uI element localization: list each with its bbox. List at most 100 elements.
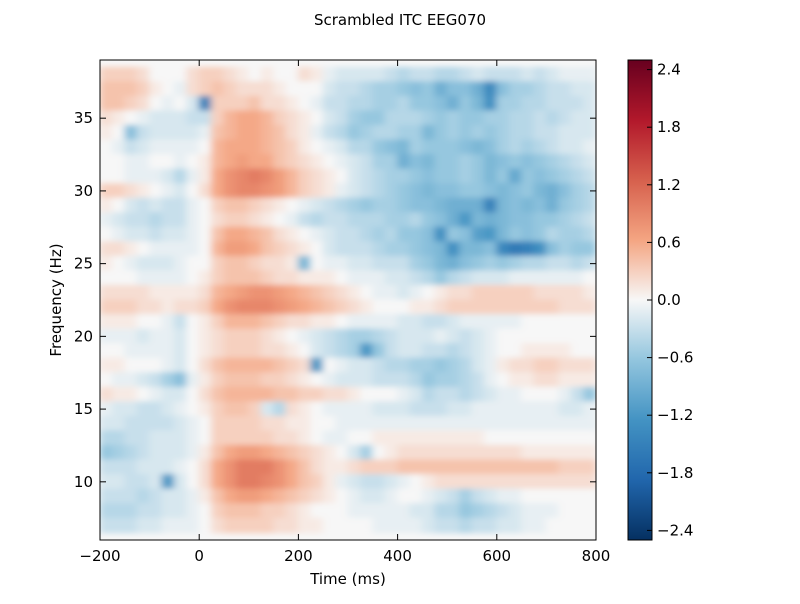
heatmap-cell	[384, 430, 399, 446]
heatmap-cell	[198, 328, 213, 345]
heatmap-cell	[335, 343, 349, 359]
heatmap-cell	[459, 488, 473, 505]
heatmap-cell	[285, 241, 299, 257]
heatmap-cell	[124, 401, 138, 417]
heatmap-cell	[273, 241, 287, 257]
heatmap-cell	[583, 372, 596, 388]
heatmap-cell	[359, 255, 374, 272]
heatmap-cell	[496, 503, 510, 519]
heatmap-cell	[149, 357, 163, 374]
heatmap-cell	[186, 212, 200, 228]
heatmap-cell	[273, 299, 287, 316]
heatmap-cell	[359, 444, 374, 461]
heatmap-cell	[372, 415, 386, 432]
heatmap-cell	[310, 241, 324, 257]
heatmap-cell	[446, 401, 461, 417]
heatmap-cell	[409, 154, 423, 170]
heatmap-cell	[198, 415, 213, 432]
heatmap-cell	[533, 430, 547, 446]
heatmap-cell	[446, 430, 461, 446]
heatmap-cell	[459, 343, 473, 359]
heatmap-cell	[533, 241, 547, 257]
colorbar-tick-label: −1.2	[657, 406, 693, 424]
heatmap-cell	[434, 270, 448, 286]
heatmap-cell	[421, 241, 436, 257]
heatmap-cell	[372, 197, 386, 214]
heatmap-cell	[149, 66, 163, 83]
heatmap-cell	[347, 197, 361, 214]
heatmap-cell	[359, 386, 374, 403]
heatmap-cell	[521, 299, 535, 316]
heatmap-cell	[409, 139, 423, 156]
heatmap-cell	[533, 154, 547, 170]
heatmap-cell	[421, 386, 436, 403]
heatmap-cell	[434, 372, 448, 388]
heatmap-cell	[186, 444, 200, 461]
heatmap-cell	[223, 255, 237, 272]
heatmap-cell	[273, 314, 287, 330]
heatmap-cell	[260, 343, 275, 359]
heatmap-cell	[161, 474, 175, 490]
heatmap-cell	[173, 488, 188, 505]
heatmap-cell	[248, 401, 262, 417]
heatmap-cell	[273, 197, 287, 214]
heatmap-cell	[136, 430, 151, 446]
heatmap-cell	[310, 401, 324, 417]
heatmap-cell	[359, 401, 374, 417]
heatmap-cell	[335, 124, 349, 141]
heatmap-cell	[558, 154, 572, 170]
heatmap-cell	[235, 241, 250, 257]
heatmap-cell	[297, 386, 312, 403]
heatmap-cell	[198, 139, 213, 156]
heatmap-cell	[459, 66, 473, 83]
heatmap-cell	[421, 226, 436, 243]
heatmap-cell	[545, 124, 560, 141]
heatmap-cell	[211, 95, 225, 112]
heatmap-cell	[223, 226, 237, 243]
heatmap-cell	[347, 386, 361, 403]
heatmap-cell	[483, 183, 498, 199]
heatmap-cell	[297, 95, 312, 112]
heatmap-cell	[545, 197, 560, 214]
heatmap-cell	[558, 110, 572, 126]
heatmap-cell	[186, 139, 200, 156]
heatmap-cell	[198, 270, 213, 286]
heatmap-cell	[211, 255, 225, 272]
heatmap-cell	[372, 444, 386, 461]
heatmap-cell	[496, 226, 510, 243]
heatmap-cell	[471, 503, 485, 519]
heatmap-cell	[198, 66, 213, 83]
heatmap-cell	[161, 386, 175, 403]
heatmap-cell	[235, 212, 250, 228]
heatmap-cell	[198, 168, 213, 185]
heatmap-cell	[235, 372, 250, 388]
heatmap-cell	[335, 357, 349, 374]
heatmap-cell	[434, 212, 448, 228]
heatmap-cell	[372, 299, 386, 316]
heatmap-cell	[161, 95, 175, 112]
heatmap-cell	[136, 372, 151, 388]
heatmap-cell	[483, 386, 498, 403]
heatmap-cell	[459, 197, 473, 214]
heatmap-cell	[322, 401, 337, 417]
heatmap-cell	[459, 183, 473, 199]
heatmap-cell	[434, 81, 448, 97]
heatmap-cell	[471, 241, 485, 257]
heatmap-cell	[322, 81, 337, 97]
heatmap-cell	[508, 183, 523, 199]
heatmap-cell	[235, 357, 250, 374]
heatmap-cell	[533, 299, 547, 316]
heatmap-cell	[161, 197, 175, 214]
heatmap-cell	[248, 343, 262, 359]
heatmap-cell	[372, 168, 386, 185]
heatmap-cell	[372, 430, 386, 446]
heatmap-cell	[496, 474, 510, 490]
heatmap-cell	[583, 139, 596, 156]
heatmap-cell	[248, 488, 262, 505]
heatmap-cell	[124, 459, 138, 476]
heatmap-cell	[136, 124, 151, 141]
heatmap-cell	[483, 517, 498, 534]
heatmap-cell	[124, 95, 138, 112]
heatmap-cell	[483, 415, 498, 432]
heatmap-cell	[248, 517, 262, 534]
